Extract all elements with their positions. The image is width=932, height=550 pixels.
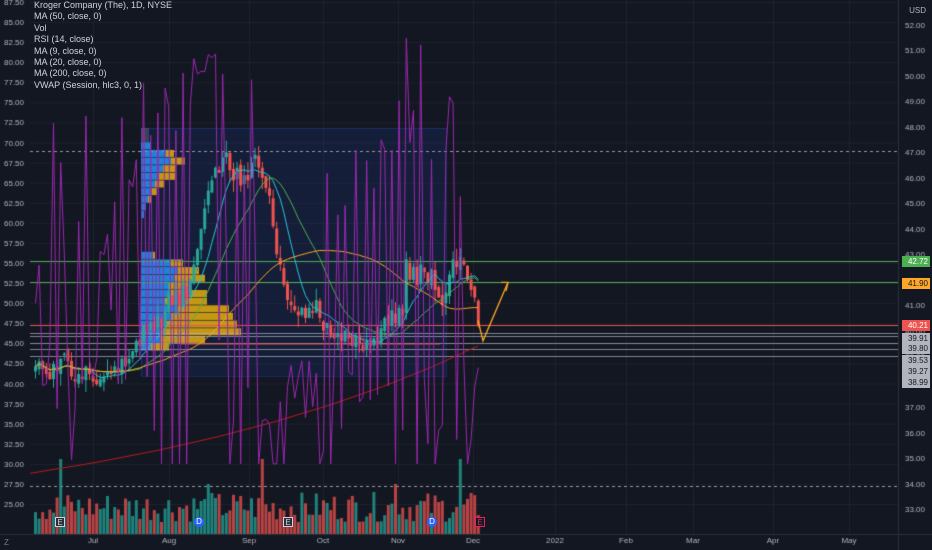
price-tag-38-99: 38.99 bbox=[902, 377, 930, 388]
legend-vwap[interactable]: VWAP (Session, hlc3, 0, 1) bbox=[34, 79, 143, 90]
price-tag-39-53: 39.53 bbox=[902, 355, 930, 366]
price-tag-39-27: 39.27 bbox=[902, 366, 930, 377]
price-tag-41-90: 41.90 bbox=[902, 278, 930, 289]
price-tag-39-91: 39.91 bbox=[902, 333, 930, 344]
price-tag-40-21: 40.21 bbox=[902, 320, 930, 331]
earnings-icon[interactable]: E bbox=[283, 517, 293, 527]
dividend-icon[interactable]: D bbox=[194, 517, 204, 527]
legend-ma9[interactable]: MA (9, close, 0) bbox=[34, 45, 97, 56]
legend-ma200[interactable]: MA (200, close, 0) bbox=[34, 68, 107, 79]
currency-label[interactable]: USD bbox=[909, 6, 926, 15]
legend-rsi[interactable]: RSI (14, close) bbox=[34, 34, 94, 45]
price-tag-42-72: 42.72 bbox=[902, 256, 930, 267]
indicator-legend: Kroger Company (The), 1D, NYSE MA (50, c… bbox=[34, 0, 172, 91]
legend-vol[interactable]: Vol bbox=[34, 22, 47, 33]
legend-ma20[interactable]: MA (20, close, 0) bbox=[34, 57, 102, 68]
symbol-title[interactable]: Kroger Company (The), 1D, NYSE bbox=[34, 0, 173, 10]
dividend-icon[interactable]: D bbox=[427, 517, 437, 527]
tradingview-logo-icon: Z bbox=[4, 538, 9, 547]
price-tag-39-80: 39.80 bbox=[902, 343, 930, 354]
earnings-icon[interactable]: E bbox=[55, 517, 65, 527]
upcoming-earnings-icon[interactable]: E bbox=[475, 517, 485, 527]
legend-ma50[interactable]: MA (50, close, 0) bbox=[34, 11, 102, 22]
